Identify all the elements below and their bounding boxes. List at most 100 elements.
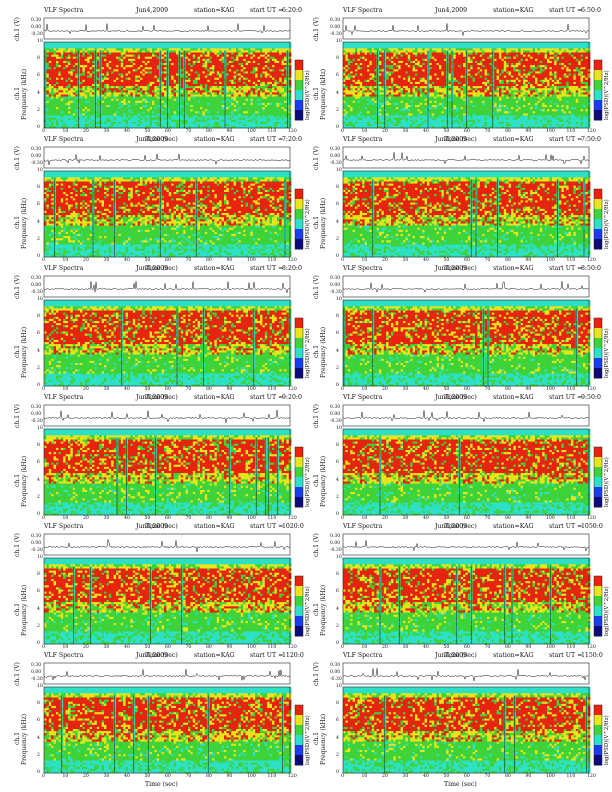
spectrogram-cell <box>70 52 73 55</box>
spectrogram-cell <box>262 75 265 78</box>
spectrogram-cell <box>92 102 95 106</box>
spectrogram-cell <box>140 52 143 55</box>
spectrogram-cell <box>284 73 287 76</box>
spectrogram-cell <box>77 113 81 116</box>
spectrogram-cell <box>197 100 201 104</box>
spectrogram-cell <box>202 90 205 93</box>
spectrogram-cell <box>371 56 375 59</box>
spectrogram-cell <box>75 73 78 76</box>
spectrogram-cell <box>221 73 225 76</box>
spectrogram-cell <box>60 113 64 116</box>
spectrogram-cell <box>252 100 256 104</box>
spectrogram-cell <box>267 42 270 45</box>
spectrogram-cell <box>219 98 222 101</box>
spectrogram-cell <box>147 107 150 110</box>
spectrogram-cell <box>221 52 225 55</box>
spectrogram-cell <box>209 105 213 108</box>
spectrogram-cell <box>142 81 145 85</box>
spectrogram-cell <box>250 119 253 122</box>
spectrogram-cell <box>264 46 268 49</box>
spectrogram-cell <box>286 115 289 118</box>
spectrogram-cell <box>173 88 177 91</box>
spectrogram-cell <box>233 88 237 91</box>
spectrogram-cell <box>70 102 73 106</box>
spectrogram-cell <box>53 71 57 74</box>
spectrogram-cell <box>347 79 351 83</box>
spectrogram-cell <box>87 84 90 87</box>
spectrogram-cell <box>75 96 78 99</box>
spectrogram-cell <box>51 65 54 68</box>
spectrogram-cell <box>87 60 90 64</box>
spectrogram-cell <box>204 84 208 87</box>
spectrogram-cell <box>120 73 124 76</box>
spectrogram-cell <box>350 56 353 59</box>
spectrogram-cell <box>264 60 268 64</box>
spectrogram-cell <box>352 79 356 83</box>
spectrogram-cell <box>96 88 100 91</box>
spectrogram-cell <box>357 121 360 125</box>
spectrogram-cell <box>236 46 239 49</box>
spectrogram-cell <box>260 113 263 116</box>
spectrogram-cell <box>48 54 52 57</box>
spectrogram-cell <box>116 46 119 49</box>
spectrogram-cell <box>202 109 205 112</box>
spectrogram-cell <box>228 69 232 72</box>
spectrogram-cell <box>371 65 375 68</box>
spectrogram-cell <box>183 123 186 127</box>
spectrogram-cell <box>111 46 114 49</box>
spectrogram-cell <box>359 86 363 89</box>
spectrogram-cell <box>46 88 49 91</box>
spectrogram-cell <box>166 119 169 122</box>
spectrogram-cell <box>171 60 174 64</box>
spectrogram-cell <box>147 88 150 91</box>
spectrogram-cell <box>200 100 203 104</box>
spectrogram-cell <box>180 86 184 89</box>
spectrogram-cell <box>176 46 179 49</box>
spectrogram-cell <box>381 52 384 55</box>
spectrogram-cell <box>243 65 246 68</box>
spectrogram-cell <box>132 52 136 55</box>
spectrogram-cell <box>274 60 277 64</box>
spectrogram-cell <box>352 107 356 110</box>
spectrogram-cell <box>343 86 346 89</box>
spectrogram-cell <box>212 67 215 70</box>
spectrogram-cell <box>212 75 215 78</box>
spectrogram-cell <box>190 50 193 53</box>
spectrogram-cell <box>171 84 174 87</box>
spectrogram-cell <box>371 79 375 83</box>
spectrogram-cell <box>101 111 105 114</box>
spectrogram-cell <box>240 73 244 76</box>
spectrogram-cell <box>173 90 177 93</box>
spectrogram-cell <box>130 109 133 112</box>
spectrogram-cell <box>132 113 136 116</box>
spectrogram-cell <box>123 71 126 74</box>
spectrogram-cell <box>164 63 167 66</box>
spectrogram-cell <box>272 107 275 110</box>
spectrogram-cell <box>80 96 83 99</box>
spectrogram-cell <box>374 71 377 74</box>
spectrogram-cell <box>274 113 277 116</box>
spectrogram-cell <box>166 50 169 53</box>
spectrogram-cell <box>118 67 121 70</box>
spectrogram-cell <box>381 88 384 91</box>
spectrogram-cell <box>262 111 265 114</box>
spectrogram-cell <box>120 86 124 89</box>
spectrogram-cell <box>116 102 119 106</box>
spectrogram-cell <box>51 121 54 125</box>
spectrogram-cell <box>77 63 81 66</box>
spectrogram-cell <box>262 50 265 53</box>
spectrogram-cell <box>128 117 131 120</box>
spectrogram-cell <box>214 100 217 104</box>
spectrogram-cell <box>70 56 73 59</box>
spectrogram-cell <box>48 46 52 49</box>
spectrogram-cell <box>192 121 196 125</box>
spectrogram-cell <box>135 126 138 129</box>
spectrogram-cell <box>284 52 287 55</box>
spectrogram-cell <box>53 88 57 91</box>
spectrogram-cell <box>92 115 95 118</box>
spectrogram-cell <box>89 86 93 89</box>
spectrogram-cell <box>168 42 172 45</box>
spectrogram-cell <box>362 98 365 101</box>
spectrogram-cell <box>161 69 165 72</box>
spectrogram-cell <box>236 42 239 45</box>
